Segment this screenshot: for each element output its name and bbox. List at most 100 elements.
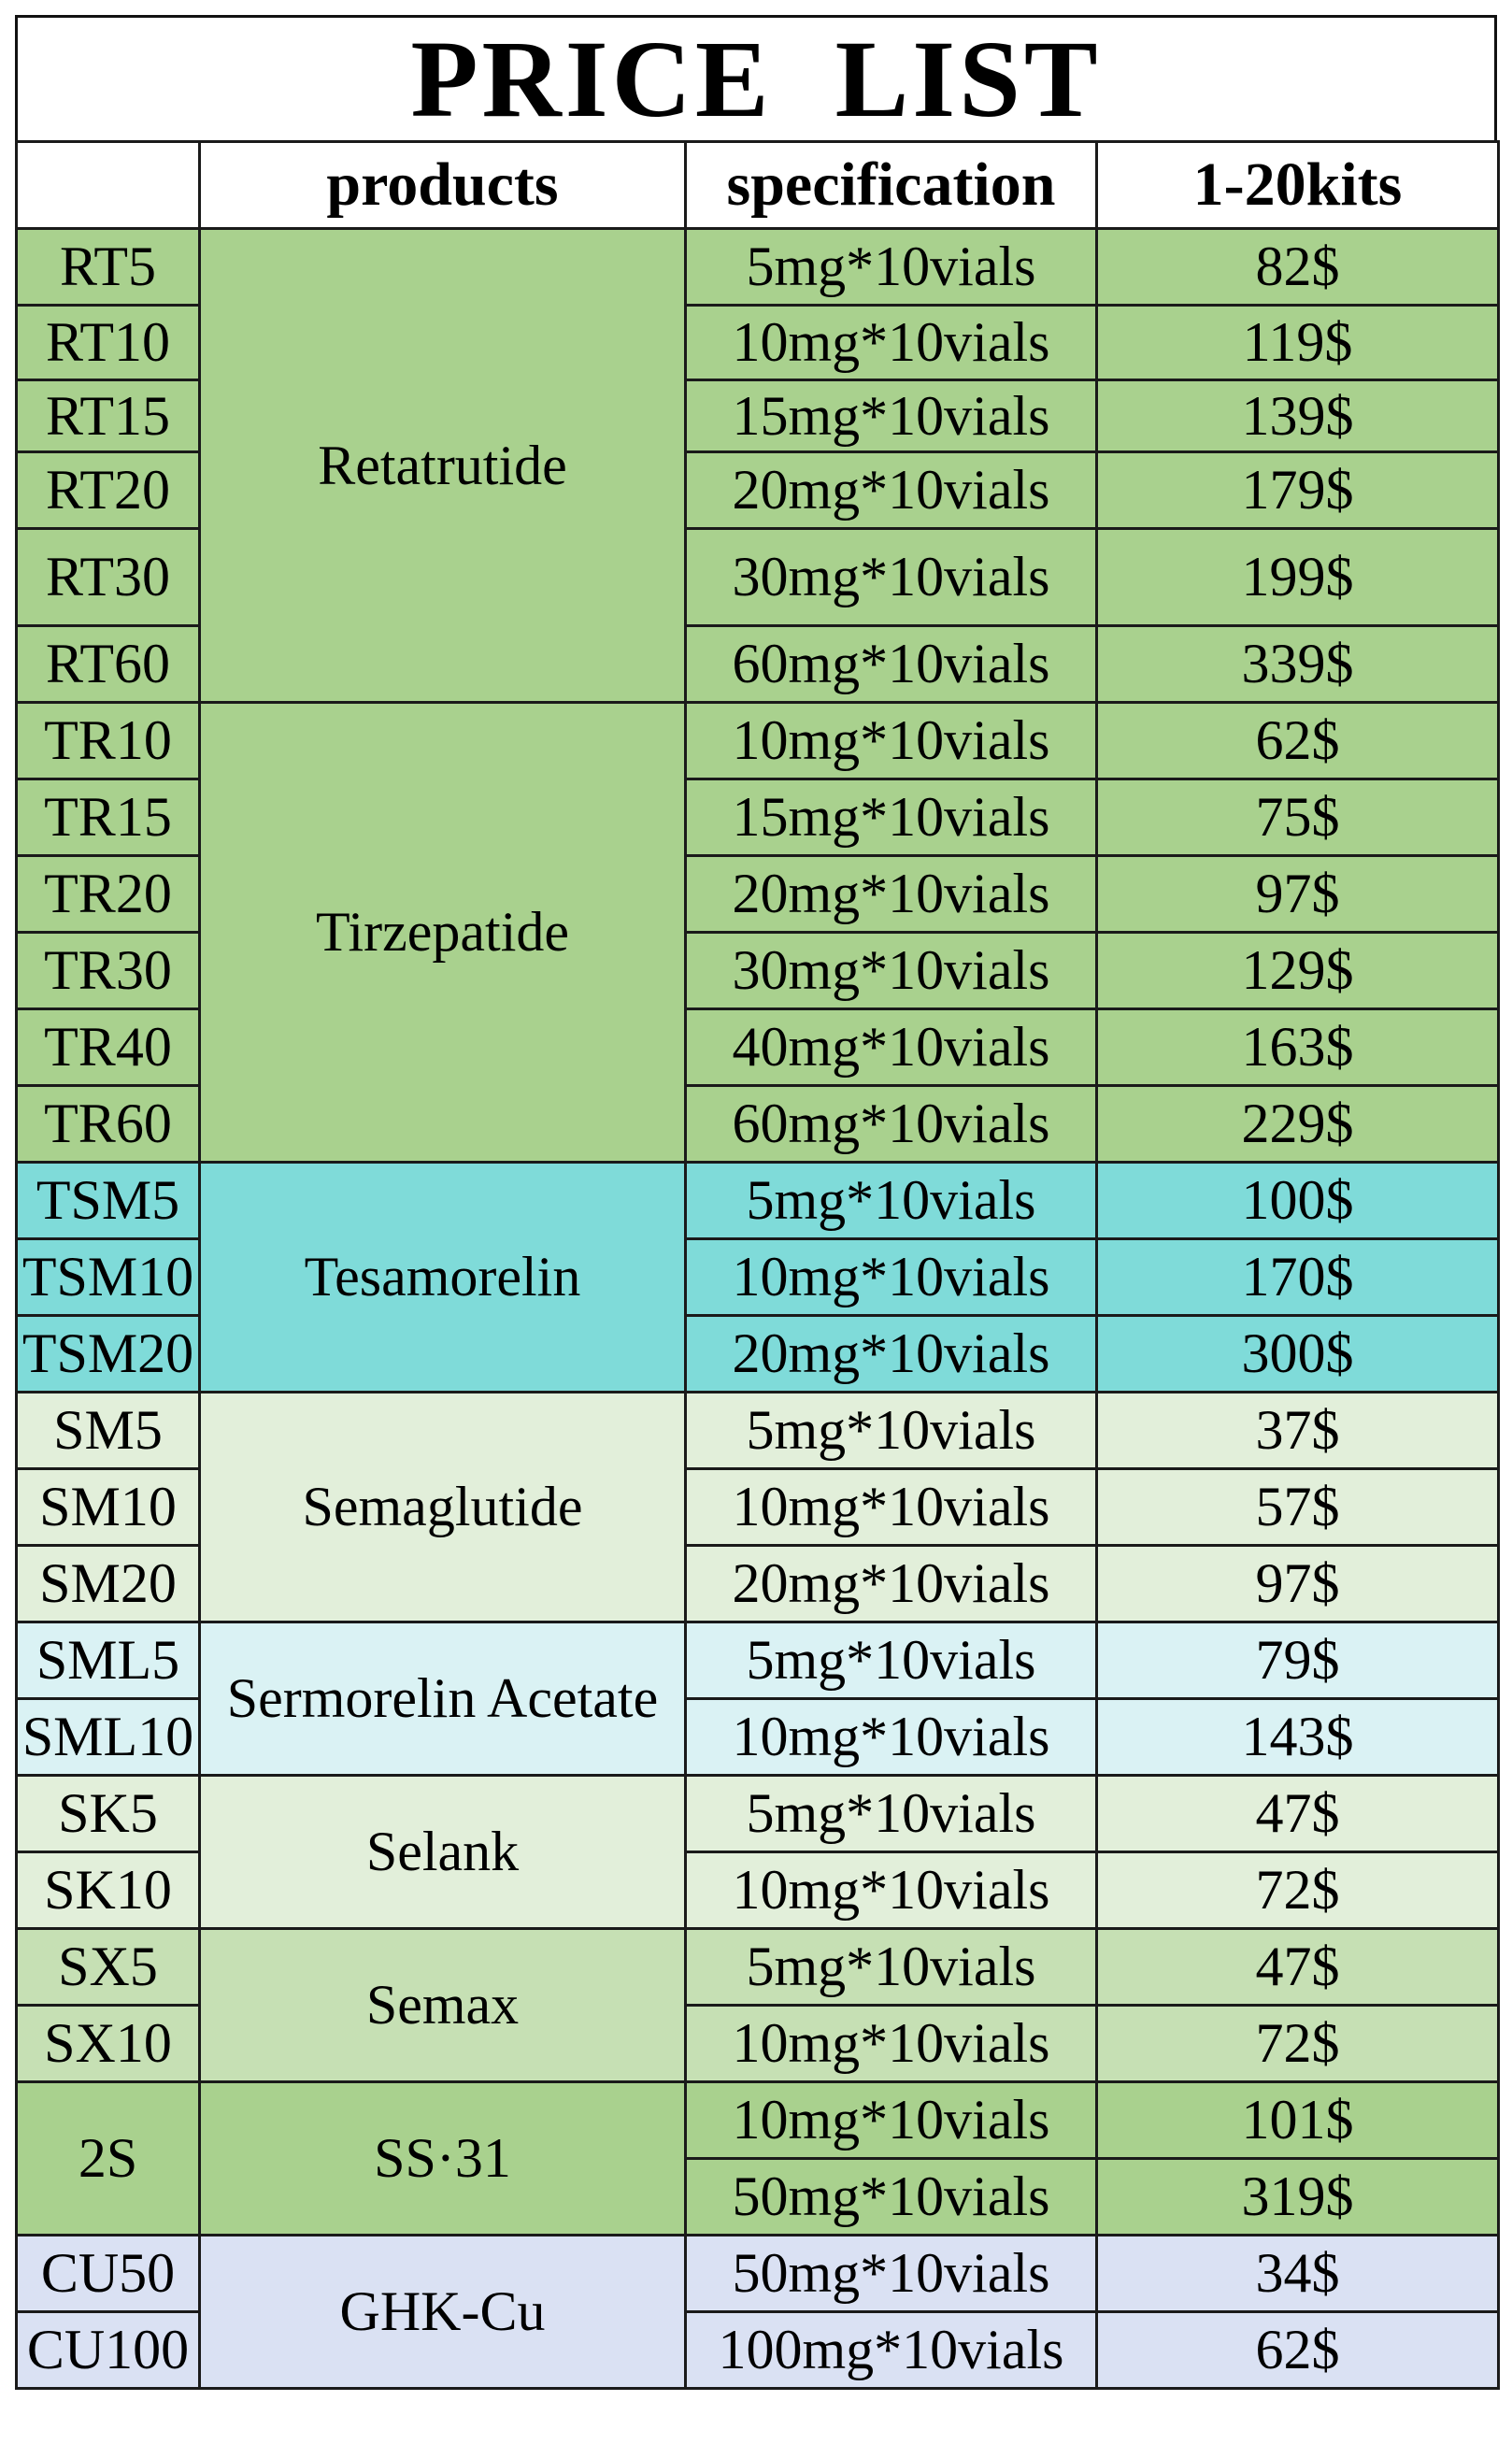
table-row: SM5 Semaglutide 5mg*10vials 37$ (15, 1391, 1500, 1623)
price-cell: 179$ (1095, 450, 1500, 530)
table-row: RT5 Retatrutide 5mg*10vials 82$ (15, 227, 1500, 704)
table-row: TSM20 20mg*10vials 300$ (15, 1314, 1500, 1393)
specification-cell: 10mg*10vials (684, 304, 1098, 381)
product-code: TSM10 (15, 1237, 201, 1317)
product-name: GHK-Cu (198, 2234, 687, 2390)
table-row: TR15 15mg*10vials 75$ (15, 778, 1500, 857)
specification-cell: 5mg*10vials (684, 1391, 1098, 1470)
product-code: TSM20 (15, 1314, 201, 1393)
product-code: SK5 (15, 1774, 201, 1853)
price-cell: 37$ (1095, 1391, 1500, 1470)
product-name: Selank (198, 1774, 687, 1930)
product-name: SS·31 (198, 2080, 687, 2236)
specification-cell: 10mg*10vials (684, 1237, 1098, 1317)
price-cell: 129$ (1095, 931, 1500, 1010)
table-row: SK5 Selank 5mg*10vials 47$ (15, 1774, 1500, 1930)
product-code: SM20 (15, 1544, 201, 1623)
product-code: SML5 (15, 1621, 201, 1700)
price-cell: 57$ (1095, 1467, 1500, 1547)
specification-cell: 20mg*10vials (684, 1544, 1098, 1623)
price-cell: 163$ (1095, 1007, 1500, 1087)
specification-cell: 20mg*10vials (684, 854, 1098, 934)
specification-cell: 5mg*10vials (684, 1774, 1098, 1853)
product-code: SK10 (15, 1851, 201, 1930)
product-code: TR60 (15, 1084, 201, 1164)
price-list-sheet: PRICE LIST products specification 1-20ki… (15, 15, 1500, 2443)
price-cell: 170$ (1095, 1237, 1500, 1317)
product-code: SM10 (15, 1467, 201, 1547)
table-row: CU50 GHK-Cu 50mg*10vials 34$ (15, 2234, 1500, 2390)
specification-cell: 30mg*10vials (684, 931, 1098, 1010)
specification-cell: 10mg*10vials (684, 2080, 1098, 2160)
price-cell: 62$ (1095, 701, 1500, 780)
specification-cell: 20mg*10vials (684, 1314, 1098, 1393)
price-cell: 97$ (1095, 854, 1500, 934)
product-code: SX10 (15, 2004, 201, 2083)
price-cell: 47$ (1095, 1774, 1500, 1853)
product-code: SM5 (15, 1391, 201, 1470)
header-specification: specification (684, 140, 1098, 230)
specification-cell: 10mg*10vials (684, 701, 1098, 780)
product-code: 2S (15, 2080, 201, 2236)
product-code: TSM5 (15, 1161, 201, 1240)
price-cell: 72$ (1095, 1851, 1500, 1930)
specification-cell: 20mg*10vials (684, 450, 1098, 530)
header-row: products specification 1-20kits (15, 140, 1500, 230)
product-code: TR15 (15, 778, 201, 857)
product-code: CU100 (15, 2310, 201, 2390)
table-row: 2S SS·31 10mg*10vials 101$ (15, 2080, 1500, 2236)
price-cell: 82$ (1095, 227, 1500, 307)
specification-cell: 50mg*10vials (684, 2234, 1098, 2313)
specification-cell: 15mg*10vials (684, 778, 1098, 857)
table-row: RT15 15mg*10vials 139$ (15, 379, 1500, 453)
price-cell: 62$ (1095, 2310, 1500, 2390)
page-title: PRICE LIST (15, 15, 1497, 140)
specification-cell: 5mg*10vials (684, 1161, 1098, 1240)
price-cell: 199$ (1095, 527, 1500, 627)
product-code: RT10 (15, 304, 201, 381)
specification-cell: 50mg*10vials (684, 2157, 1098, 2236)
price-cell: 143$ (1095, 1697, 1500, 1777)
specification-cell: 60mg*10vials (684, 1084, 1098, 1164)
specification-cell: 30mg*10vials (684, 527, 1098, 627)
product-code: RT20 (15, 450, 201, 530)
price-cell: 72$ (1095, 2004, 1500, 2083)
product-code: RT30 (15, 527, 201, 627)
price-cell: 300$ (1095, 1314, 1500, 1393)
product-code: TR40 (15, 1007, 201, 1087)
table-row: RT10 10mg*10vials 119$ (15, 304, 1500, 381)
price-cell: 229$ (1095, 1084, 1500, 1164)
product-code: CU50 (15, 2234, 201, 2313)
product-code: RT15 (15, 379, 201, 453)
product-code: SML10 (15, 1697, 201, 1777)
price-table: products specification 1-20kits RT5 Retat… (15, 140, 1500, 2390)
product-name: Retatrutide (198, 227, 687, 704)
specification-cell: 10mg*10vials (684, 1851, 1098, 1930)
header-price: 1-20kits (1095, 140, 1500, 230)
specification-cell: 5mg*10vials (684, 1927, 1098, 2007)
product-code: TR10 (15, 701, 201, 780)
table-row: SML5 Sermorelin Acetate 5mg*10vials 79$ (15, 1621, 1500, 1777)
product-code: TR30 (15, 931, 201, 1010)
product-code: RT5 (15, 227, 201, 307)
product-name: Semax (198, 1927, 687, 2083)
price-table-body: RT5 Retatrutide 5mg*10vials 82$ RT10 10mg*10v… (15, 227, 1500, 2390)
table-row: SM10 10mg*10vials 57$ (15, 1467, 1500, 1547)
specification-cell: 60mg*10vials (684, 624, 1098, 704)
price-cell: 75$ (1095, 778, 1500, 857)
product-code: RT60 (15, 624, 201, 704)
header-products: products (198, 140, 687, 230)
specification-cell: 10mg*10vials (684, 1697, 1098, 1777)
product-code: TR20 (15, 854, 201, 934)
specification-cell: 15mg*10vials (684, 379, 1098, 453)
price-cell: 100$ (1095, 1161, 1500, 1240)
table-row: SX5 Semax 5mg*10vials 47$ (15, 1927, 1500, 2083)
price-cell: 97$ (1095, 1544, 1500, 1623)
table-row: TR40 40mg*10vials 163$ (15, 1007, 1500, 1087)
product-name: Semaglutide (198, 1391, 687, 1623)
product-name: Sermorelin Acetate (198, 1621, 687, 1777)
product-code: SX5 (15, 1927, 201, 2007)
specification-cell: 5mg*10vials (684, 1621, 1098, 1700)
specification-cell: 10mg*10vials (684, 2004, 1098, 2083)
specification-cell: 100mg*10vials (684, 2310, 1098, 2390)
